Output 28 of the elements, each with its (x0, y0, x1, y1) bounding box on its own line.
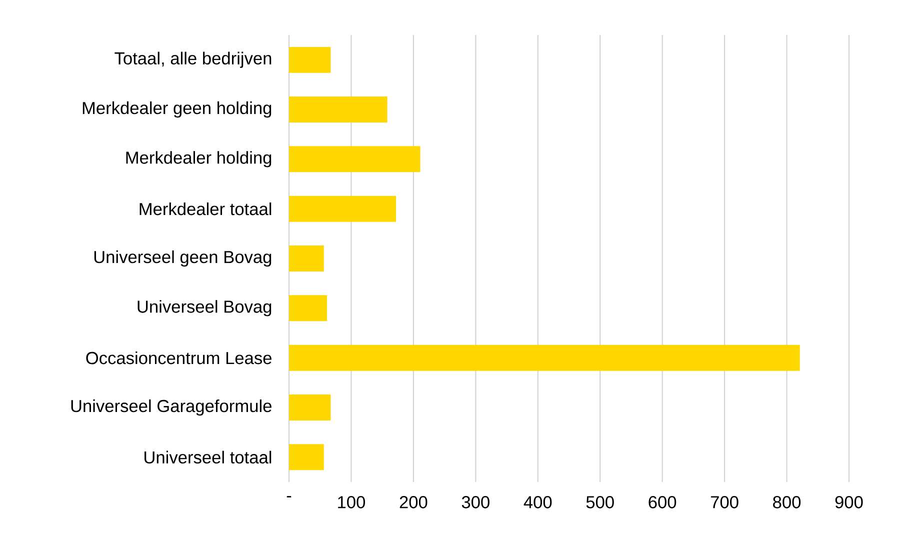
x-tick-label: 700 (710, 496, 738, 508)
y-tick-label: Occasioncentrum Lease (86, 351, 272, 364)
bar (289, 146, 420, 172)
bar (289, 394, 331, 421)
bar (289, 96, 388, 123)
y-tick-label: Universeel Bovag (138, 300, 272, 316)
x-tick-label: 300 (462, 496, 490, 508)
y-tick-label: Universeel totaal (144, 450, 272, 464)
bar (289, 196, 396, 222)
bar (289, 295, 327, 322)
y-tick-label: Merkdealer geen holding (82, 101, 272, 118)
x-tick-label: 900 (835, 496, 863, 508)
y-tick-label: Merkdealer totaal (140, 202, 272, 216)
x-tick-label: 200 (400, 496, 428, 508)
bar (289, 246, 324, 272)
x-tick-label: 800 (773, 496, 801, 508)
y-tick-label: Universeel geen Bovag (94, 250, 272, 267)
y-tick-label: Universeel Garageformule (71, 399, 272, 416)
x-tick-label: 500 (586, 496, 614, 508)
bar (289, 344, 800, 371)
y-tick-label: Merkdealer holding (126, 151, 272, 168)
x-tick-label: - (286, 496, 292, 498)
bar (289, 444, 324, 470)
x-tick-label: 400 (524, 496, 552, 508)
y-tick-label: Totaal, alle bedrijven (114, 52, 272, 68)
bar (289, 46, 331, 73)
x-tick-label: 600 (648, 496, 676, 508)
x-tick-label: 100 (338, 496, 366, 508)
